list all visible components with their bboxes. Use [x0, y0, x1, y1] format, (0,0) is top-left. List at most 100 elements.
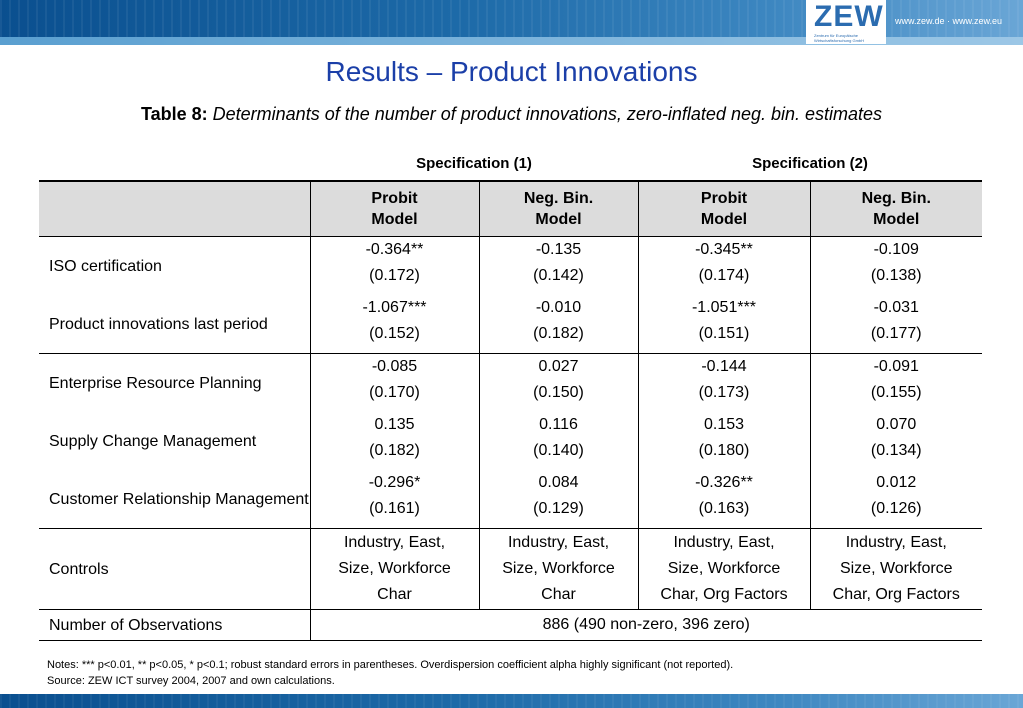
spec-1-header: Specification (1)	[416, 155, 532, 172]
std-error: (0.126)	[870, 500, 922, 517]
column-header-line2: Model	[535, 211, 582, 228]
std-error: (0.163)	[698, 500, 750, 517]
std-error: (0.151)	[698, 325, 750, 342]
logo-background	[806, 0, 886, 44]
coefficient: -0.109	[873, 241, 919, 258]
coefficient: -0.091	[873, 358, 919, 375]
std-error: (0.142)	[533, 267, 584, 284]
row-label: Supply Change Management	[49, 432, 257, 450]
coef-cell: -0.345** (0.174)	[637, 236, 810, 295]
table-caption: Table 8: Determinants of the number of p…	[0, 104, 1023, 125]
coef-cell: -1.051*** (0.151)	[637, 295, 810, 354]
controls-line: Size, Workforce	[839, 560, 953, 577]
column-header: Neg. Bin. Model	[478, 180, 638, 237]
table-row: Product innovations last period -1.067**…	[39, 295, 982, 354]
std-error: (0.155)	[870, 384, 922, 401]
row-label: Controls	[39, 528, 310, 610]
controls-line: Size, Workforce	[338, 560, 451, 577]
controls-cell: Industry, East, Size, Workforce Char, Org …	[809, 528, 982, 610]
coef-cell: 0.012 (0.126)	[809, 470, 982, 529]
slide-title: Results – Product Innovations	[325, 56, 698, 87]
row-label: ISO certification	[49, 257, 162, 275]
footer-bar	[0, 694, 1023, 708]
observations-row: Number of Observations 886 (490 non-zero…	[39, 609, 982, 641]
controls-line: Industry, East,	[845, 534, 947, 551]
coefficient: -0.364**	[365, 241, 424, 258]
spec-2-header: Specification (2)	[752, 155, 868, 172]
table-row: Enterprise Resource Planning -0.085 (0.17…	[39, 353, 982, 412]
column-header-line2: Model	[873, 211, 920, 228]
coef-cell: 0.135 (0.182)	[309, 412, 479, 470]
coefficient: -0.296*	[368, 474, 421, 491]
table-notes: Notes: *** p<0.01, ** p<0.05, * p<0.1; r…	[47, 657, 733, 689]
table-row: Supply Change Management 0.135 (0.182) 0.…	[39, 412, 982, 470]
coefficient: -0.031	[873, 299, 919, 316]
std-error: (0.182)	[369, 442, 420, 459]
coef-cell: -0.010 (0.182)	[478, 295, 638, 354]
std-error: (0.129)	[533, 500, 584, 517]
coef-cell: -0.326** (0.163)	[637, 470, 810, 529]
coef-cell: -0.085 (0.170)	[309, 353, 479, 412]
column-header-line2: Model	[700, 211, 748, 228]
std-error: (0.134)	[870, 442, 922, 459]
coefficient: 0.116	[539, 416, 578, 433]
coefficient: 0.084	[538, 474, 579, 491]
std-error: (0.180)	[698, 442, 750, 459]
std-error: (0.150)	[533, 384, 584, 401]
zew-logo: ZEW	[814, 0, 884, 33]
std-error: (0.170)	[369, 384, 420, 401]
coefficient: -1.051***	[691, 299, 757, 316]
column-header-line2: Model	[371, 211, 418, 228]
coefficient: -0.085	[371, 358, 418, 375]
coefficient: -1.067***	[362, 299, 427, 316]
controls-line: Size, Workforce	[667, 560, 781, 577]
coefficient: -0.326**	[695, 474, 753, 491]
row-label: Customer Relationship Management	[39, 470, 310, 529]
coefficient: 0.027	[538, 358, 579, 375]
controls-line: Industry, East,	[507, 534, 610, 551]
coef-cell: -0.109 (0.138)	[809, 236, 982, 295]
std-error: (0.177)	[870, 325, 922, 342]
row-label: Product innovations last period	[39, 295, 310, 354]
coefficient: -0.135	[535, 241, 582, 258]
coef-cell: -0.296* (0.161)	[309, 470, 479, 529]
column-header: Probit Model	[309, 180, 479, 237]
header-url: www.zew.de · www.zew.eu	[895, 16, 1003, 26]
table-caption-label: Table 8:	[140, 104, 208, 124]
row-label: Number of Observations	[39, 609, 310, 641]
table-row: ISO certification -0.364** (0.172) -0.135…	[39, 236, 982, 295]
coefficient: 0.012	[876, 474, 917, 491]
coef-cell: 0.153 (0.180)	[637, 412, 810, 470]
controls-line: Industry, East,	[673, 534, 775, 551]
coef-cell: -0.135 (0.142)	[478, 236, 638, 295]
std-error: (0.172)	[369, 267, 420, 284]
coefficient: 0.070	[876, 416, 917, 433]
results-table: Probit Model Neg. Bin. Model Probit Model N…	[39, 180, 982, 641]
coef-cell: -1.067*** (0.152)	[309, 295, 479, 354]
controls-line: Char, Org Factors	[832, 586, 960, 603]
controls-cell: Industry, East, Size, Workforce Char	[309, 528, 479, 610]
column-header-line1: Probit	[371, 190, 418, 207]
coef-cell: -0.031 (0.177)	[809, 295, 982, 354]
column-header-line1: Neg. Bin.	[861, 190, 931, 207]
std-error: (0.140)	[533, 442, 584, 459]
controls-line: Char	[377, 586, 412, 603]
coef-cell: 0.070 (0.134)	[809, 412, 982, 470]
controls-line: Industry, East,	[343, 534, 446, 551]
controls-cell: Industry, East, Size, Workforce Char, Org …	[637, 528, 810, 610]
std-error: (0.152)	[369, 325, 420, 342]
column-header-line1: Probit	[700, 190, 748, 207]
column-header-row: Probit Model Neg. Bin. Model Probit Model N…	[39, 180, 982, 237]
coef-cell: -0.091 (0.155)	[809, 353, 982, 412]
controls-line: Char	[541, 586, 576, 603]
coef-cell: 0.027 (0.150)	[478, 353, 638, 412]
coefficient: 0.135	[374, 416, 415, 433]
table-row: Customer Relationship Management -0.296*…	[39, 470, 982, 529]
logo-subtitle: Zentrum für Europäische Wirtschaftsforsc…	[814, 33, 865, 43]
coef-cell: -0.364** (0.172)	[309, 236, 479, 295]
column-header: Probit Model	[637, 180, 810, 237]
controls-row: Controls Industry, East, Size, Workforce C…	[39, 528, 982, 610]
std-error: (0.182)	[533, 325, 584, 342]
coef-cell: 0.084 (0.129)	[478, 470, 638, 529]
header-stripe	[0, 37, 1023, 45]
